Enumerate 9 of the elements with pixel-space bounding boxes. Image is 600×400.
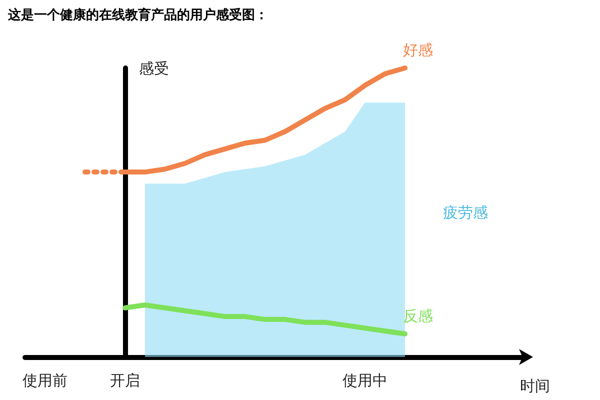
chart-title: 这是一个健康的在线教育产品的用户感受图： bbox=[8, 6, 268, 24]
x-tick-label: 使用前 bbox=[22, 372, 68, 390]
x-axis-title: 时间 bbox=[520, 378, 550, 395]
y-axis-title: 感受 bbox=[139, 60, 169, 78]
x-tick-label: 开启 bbox=[110, 372, 140, 390]
series-label: 好感 bbox=[403, 41, 433, 59]
x-tick-label: 使用中 bbox=[342, 372, 388, 390]
series-label: 反感 bbox=[403, 306, 433, 325]
text: 疲劳感 bbox=[443, 204, 488, 222]
